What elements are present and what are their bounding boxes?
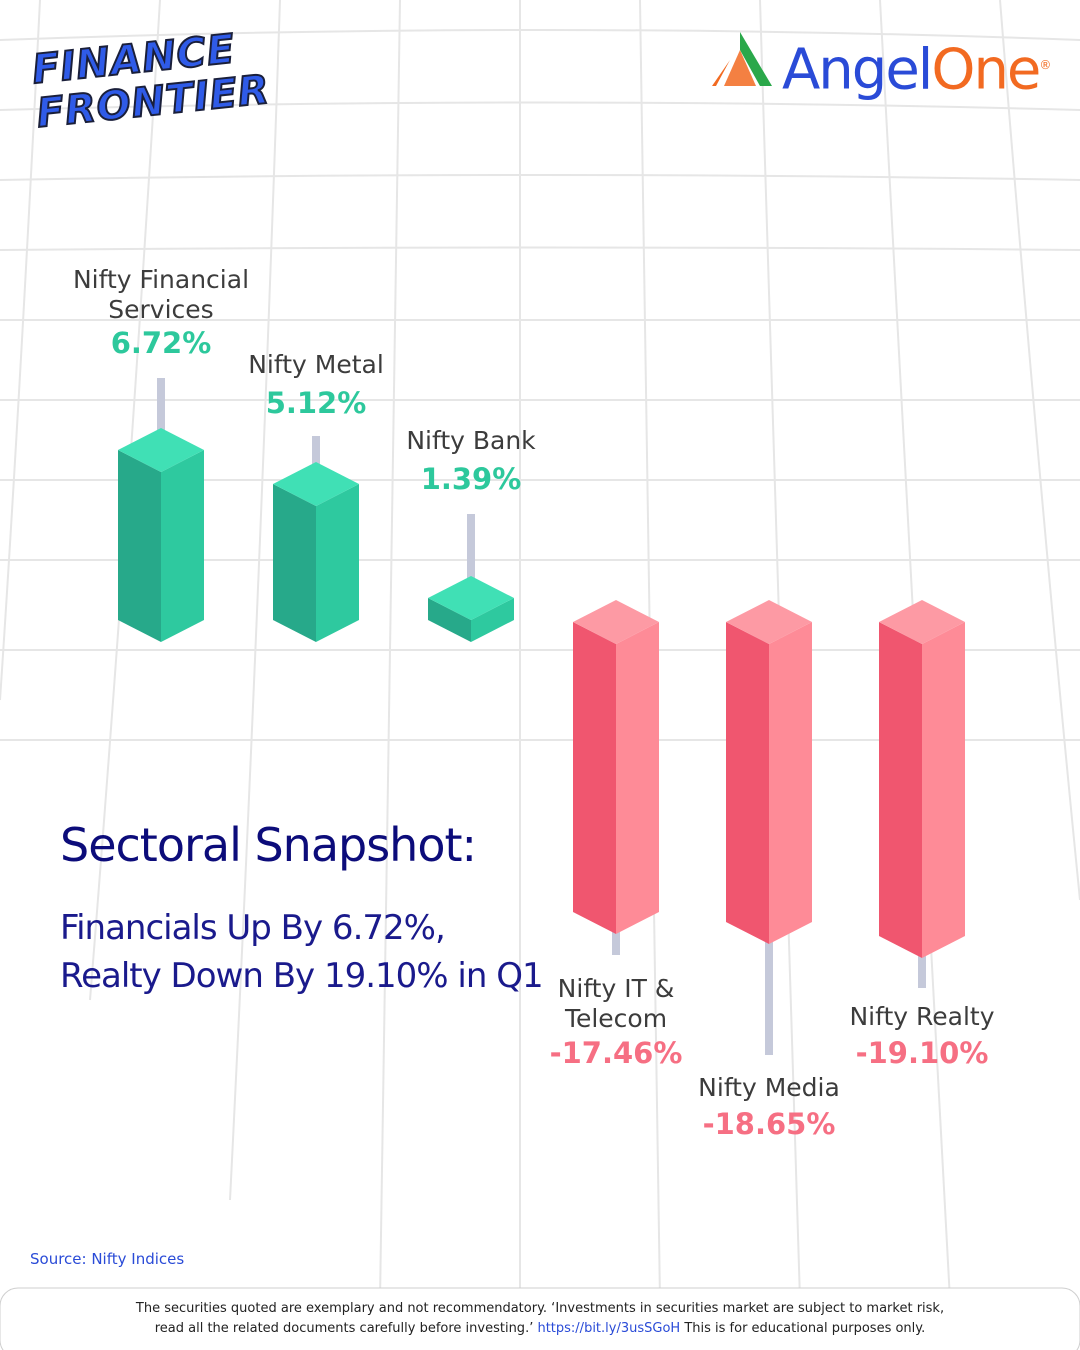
candle — [726, 600, 812, 1055]
candle — [879, 600, 965, 988]
sector-change: 6.72% — [110, 326, 212, 360]
source: Source: Nifty Indices — [30, 1250, 185, 1268]
disclaimer-text: The securities quoted are exemplary and … — [135, 1301, 945, 1336]
headline-line: Financials Up By 6.72%, — [60, 908, 446, 948]
sector-change: 5.12% — [265, 386, 367, 420]
candle — [573, 600, 659, 955]
candle — [118, 378, 204, 642]
sector-name: Nifty Realty — [849, 1002, 995, 1031]
sector-name: Nifty IT & Telecom — [557, 974, 675, 1033]
disclaimer-text: This is for educational purposes only. — [684, 1321, 926, 1336]
sector-change: -19.10% — [855, 1036, 989, 1070]
sector-name: Nifty Bank — [406, 426, 536, 455]
sector-name: Nifty Media — [698, 1073, 840, 1102]
headline-title: Sectoral Snapshot: — [60, 818, 477, 872]
headline-body: Financials Up By 6.72%, Realty Down By 1… — [60, 904, 544, 1000]
sector-name: Nifty Financial Services — [72, 265, 250, 324]
sector-name: Nifty Metal — [248, 350, 384, 379]
registered-mark: ® — [1039, 58, 1052, 72]
candle — [273, 436, 359, 642]
disclaimer-box — [0, 1287, 1080, 1350]
sector-change: -17.46% — [549, 1036, 683, 1070]
brand-word: One — [931, 37, 1041, 103]
brand-icon — [712, 32, 772, 86]
headline-line: Realty Down By 19.10% in Q1 — [60, 956, 544, 996]
brand-right: AngelOne® — [782, 30, 1051, 106]
brand-word: Angel — [782, 37, 933, 103]
sector-change: -18.65% — [702, 1107, 836, 1141]
disclaimer: The securities quoted are exemplary and … — [120, 1299, 960, 1339]
sector-change: 1.39% — [420, 462, 522, 496]
candle — [428, 514, 514, 642]
disclaimer-link[interactable]: https://bit.ly/3usSGoH — [537, 1321, 681, 1336]
